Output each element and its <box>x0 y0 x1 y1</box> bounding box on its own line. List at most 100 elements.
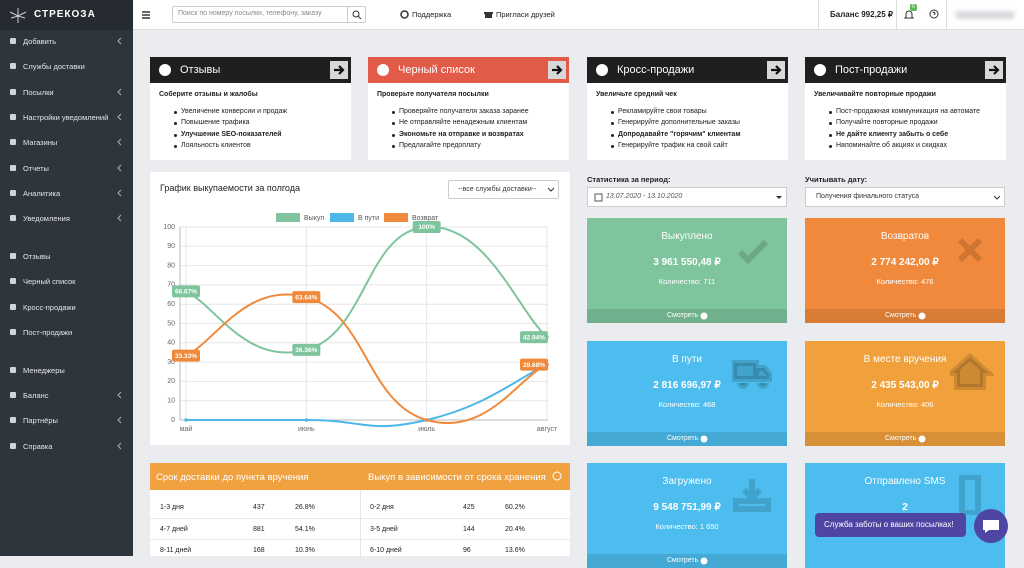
line-chart: 0 10 20 30 40 50 60 70 80 90 100 май июнь июль август В… <box>163 213 558 433</box>
chat-bubble[interactable]: Служба заботы о ваших посылках! <box>815 513 966 537</box>
legend-swatch <box>276 213 300 222</box>
tile-count: Количество: 406 <box>876 399 934 409</box>
menu-item[interactable]: Уведомления <box>0 208 133 228</box>
menu-item[interactable]: Баланс <box>0 385 133 405</box>
menu-item[interactable]: Магазины <box>0 132 133 152</box>
menu-item[interactable]: Пост-продажи <box>0 322 133 342</box>
promo-card-item: Напоминайте об акциях и скидках <box>836 141 947 149</box>
table-cell: 54.1% <box>295 525 315 533</box>
support-link[interactable]: Поддержка <box>412 10 452 19</box>
legend-label: Возврат <box>412 215 439 222</box>
bell-icon[interactable] <box>904 9 914 20</box>
menu-chevron <box>117 442 122 449</box>
menu-label: Аналитика <box>23 188 61 198</box>
menu-chevron <box>117 138 122 146</box>
tile-footer[interactable]: Смотреть <box>587 431 787 446</box>
arrow-bg <box>918 312 926 320</box>
promo-card-arrow[interactable] <box>985 61 1003 79</box>
series-line <box>185 225 548 354</box>
menu-item[interactable]: Аналитика <box>0 183 133 203</box>
sidebar: СТРЕКОЗА Добавить Службы доставки Посылки Н… <box>0 0 133 556</box>
promo-card-subtitle: Проверьте получателя посылки <box>377 91 489 98</box>
menu-item[interactable]: Партнёры <box>0 410 133 430</box>
value-label-box <box>412 221 441 233</box>
date-select[interactable]: Получения финального статуса <box>805 187 1005 207</box>
promo-card-item: Получайте повторные продажи <box>836 119 938 127</box>
series-line <box>186 363 548 428</box>
menu-item[interactable]: Посылки <box>0 82 133 102</box>
menu-item[interactable]: Черный список <box>0 271 133 291</box>
x-tick-label: июль <box>418 426 435 433</box>
arrow-bg <box>700 312 708 320</box>
arrow <box>334 65 345 75</box>
menu-icon <box>10 278 16 285</box>
stat-tile[interactable]: Выкуплено 3 961 550,48 ₽ Количество: 711 См… <box>587 218 787 323</box>
link-arrow <box>700 435 708 442</box>
invite-link[interactable]: Пригласи друзей <box>496 10 555 19</box>
promo-card-item: Увеличение конверсии и продаж <box>181 108 288 115</box>
chart-filter[interactable]: --все службы доставки-- <box>448 180 559 199</box>
table-cell: 4-7 дней <box>160 525 188 533</box>
menu-item[interactable]: Справка <box>0 436 133 456</box>
icon <box>814 64 826 76</box>
promo-card-item: Экономьте на отправке и возвратах <box>399 130 524 138</box>
value-label: 100% <box>418 224 435 231</box>
bullet <box>829 144 832 148</box>
menu-item[interactable]: Добавить <box>0 31 133 51</box>
balance[interactable]: Баланс 992,25 ₽ <box>830 10 894 19</box>
tile-footer[interactable]: Смотреть <box>805 309 1005 323</box>
row-divider <box>360 517 570 519</box>
chevron <box>117 88 122 95</box>
menu-label: Отзывы <box>23 251 51 261</box>
chevron <box>117 416 122 424</box>
chat-button[interactable] <box>973 508 1009 544</box>
support-icon <box>400 10 409 19</box>
promo-card: Отзывы Соберите отзывы и жалобы Увеличение… <box>150 57 351 160</box>
search-button[interactable] <box>347 7 365 22</box>
promo-card-arrow[interactable] <box>330 61 348 79</box>
menu-item[interactable]: Менеджеры <box>0 360 133 380</box>
menu-label: Менеджеры <box>23 365 65 375</box>
promo-card-item: Предлагайте предоплату <box>399 141 481 149</box>
promo-card-arrow[interactable] <box>548 61 566 79</box>
menu-chevron <box>117 189 122 197</box>
y-tick-label: 10 <box>167 398 175 405</box>
table-cell: 96 <box>463 547 471 554</box>
menu-item[interactable]: Службы доставки <box>0 56 133 76</box>
stat-tile[interactable]: Возвратов 2 774 242,00 ₽ Количество: 476 См… <box>805 218 1005 323</box>
bullet <box>392 133 395 137</box>
user-name-blurred[interactable] <box>955 11 1015 19</box>
menu-button[interactable] <box>141 10 151 20</box>
promo-card-item: Проверяйте получателя заказа заранее <box>399 108 529 115</box>
chevron <box>117 138 122 146</box>
menu-icon <box>10 328 16 335</box>
promo-card-item: Повышение трафика <box>181 119 250 127</box>
chevron <box>117 37 122 45</box>
arrow <box>989 65 1000 75</box>
promo-card: Пост-продажи Увеличивайте повторные прода… <box>805 57 1006 160</box>
promo-card-arrow[interactable] <box>767 61 785 79</box>
menu-item[interactable]: Настройки уведомлений <box>0 107 133 127</box>
bullet <box>829 122 832 126</box>
arrow-bg <box>700 557 708 565</box>
tile-amount: 2 774 242,00 ₽ <box>871 257 939 268</box>
period-value: 13.07.2020 - 13.10.2020 <box>606 193 683 200</box>
menu-label: Баланс <box>23 390 49 400</box>
value-label-box <box>292 291 321 304</box>
menu-item[interactable]: Отчеты <box>0 158 133 178</box>
help-icon[interactable] <box>929 9 939 19</box>
tile-count: Количество: 476 <box>876 277 934 286</box>
menu-item[interactable]: Кросс-продажи <box>0 297 133 317</box>
search-box[interactable]: Поиск по номеру посылки, телефону, заказ… <box>172 6 366 23</box>
y-tick-label: 70 <box>167 282 175 289</box>
menu-item[interactable]: Отзывы <box>0 246 133 266</box>
stat-tile[interactable]: В месте вручения 2 435 543,00 ₽ Количество… <box>805 340 1005 446</box>
tile-footer[interactable]: Смотреть <box>805 431 1005 446</box>
y-tick-label: 100 <box>163 224 175 231</box>
stat-tile[interactable]: Загружено 9 548 751,99 ₽ Количество: 1 650… <box>587 463 787 568</box>
period-input[interactable]: 13.07.2020 - 13.10.2020 <box>587 187 787 207</box>
tile-footer[interactable]: Смотреть <box>587 554 787 568</box>
tile-footer[interactable]: Смотреть <box>587 309 787 323</box>
table-cell: 13.6% <box>505 547 525 554</box>
stat-tile[interactable]: В пути 2 816 696,97 ₽ Количество: 468 Смотр… <box>587 340 787 446</box>
